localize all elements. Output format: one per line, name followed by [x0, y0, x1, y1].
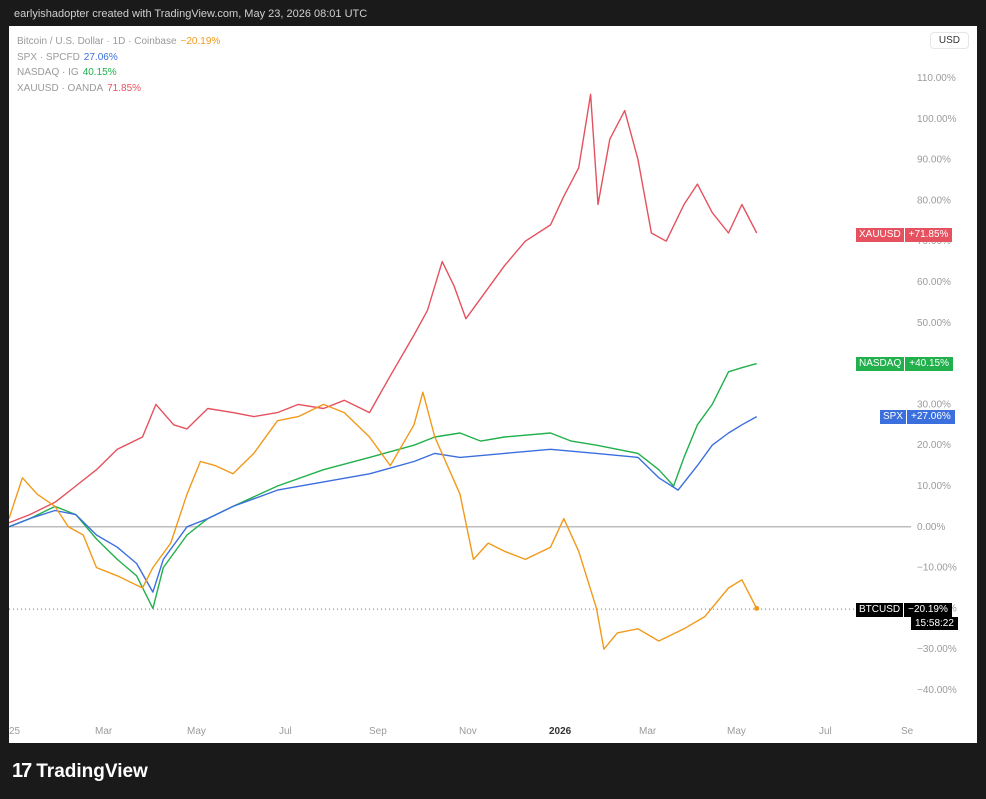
- tag-name: NASDAQ: [856, 357, 905, 371]
- legend-name: SPX · SPCFD: [17, 51, 80, 63]
- y-tick-label: 20.00%: [917, 440, 951, 451]
- tag-name: BTCUSD: [856, 603, 904, 617]
- tag-value: −20.19%: [904, 603, 952, 617]
- x-tick-label: Se: [901, 726, 914, 737]
- btc-price-tag: BTCUSD −20.19%: [856, 603, 952, 617]
- x-tick-label: Mar: [95, 726, 113, 737]
- x-tick-label: May: [727, 726, 746, 737]
- legend-item-nasdaq[interactable]: NASDAQ · IG 40.15%: [17, 65, 220, 81]
- x-tick-label: 25: [9, 726, 21, 737]
- legend-item-xauusd[interactable]: XAUUSD · OANDA 71.85%: [17, 81, 220, 97]
- chart-panel[interactable]: 110.00%100.00%90.00%80.00%70.00%60.00%50…: [9, 26, 977, 743]
- y-tick-label: 100.00%: [917, 114, 957, 125]
- y-tick-label: 80.00%: [917, 195, 951, 206]
- y-tick-label: 60.00%: [917, 277, 951, 288]
- x-tick-label: 2026: [549, 726, 572, 737]
- legend-name: Bitcoin / U.S. Dollar · 1D · Coinbase: [17, 36, 177, 47]
- legend: Bitcoin / U.S. Dollar · 1D · Coinbase −20…: [17, 34, 220, 96]
- x-tick-label: Jul: [819, 726, 832, 737]
- tag-name: SPX: [880, 410, 907, 424]
- y-tick-label: 110.00%: [917, 73, 956, 84]
- x-tick-label: Mar: [639, 726, 657, 737]
- btc-last-point: [754, 605, 760, 611]
- legend-value: 27.06%: [83, 51, 118, 63]
- tag-value: +71.85%: [904, 228, 953, 242]
- y-tick-label: 10.00%: [917, 481, 951, 492]
- attribution-text: earlyishadopter created with TradingView…: [14, 8, 368, 20]
- legend-value: −20.19%: [180, 36, 221, 47]
- xauusd-price-tag: XAUUSD +71.85%: [856, 228, 953, 242]
- currency-button[interactable]: USD: [929, 32, 969, 49]
- tag-name: XAUUSD: [856, 228, 904, 242]
- series-line-spx: [9, 415, 758, 593]
- tradingview-brand: 17 TradingView: [12, 760, 148, 783]
- legend-value: 71.85%: [107, 82, 142, 94]
- brand-name: TradingView: [36, 760, 148, 782]
- legend-name: XAUUSD · OANDA: [17, 82, 104, 94]
- legend-name: NASDAQ · IG: [17, 67, 79, 78]
- x-tick-label: Jul: [279, 726, 292, 737]
- tag-value: +40.15%: [905, 357, 953, 371]
- x-tick-label: May: [187, 726, 206, 737]
- y-tick-label: 50.00%: [917, 318, 951, 329]
- bar-countdown: 15:58:22: [911, 617, 958, 630]
- tag-value: +27.06%: [907, 410, 955, 424]
- y-tick-label: −40.00%: [917, 685, 957, 696]
- series-line-btcusd: [9, 391, 758, 650]
- spx-price-tag: SPX +27.06%: [880, 410, 955, 424]
- tradingview-logo-icon: 17: [12, 760, 32, 782]
- x-tick-label: Sep: [369, 726, 387, 737]
- y-tick-label: 0.00%: [917, 522, 945, 533]
- series-line-xauusd: [9, 93, 758, 524]
- y-tick-label: −10.00%: [917, 563, 957, 574]
- y-tick-label: 90.00%: [917, 155, 951, 166]
- attribution-bar: earlyishadopter created with TradingView…: [0, 0, 986, 26]
- x-tick-label: Nov: [459, 726, 477, 737]
- series-line-nasdaq: [9, 362, 757, 610]
- y-tick-label: 30.00%: [917, 399, 951, 410]
- legend-item-spx[interactable]: SPX · SPCFD 27.06%: [17, 50, 220, 66]
- nasdaq-price-tag: NASDAQ +40.15%: [856, 357, 953, 371]
- legend-value: 40.15%: [82, 67, 117, 78]
- y-tick-label: −30.00%: [917, 644, 957, 655]
- chart-canvas[interactable]: 110.00%100.00%90.00%80.00%70.00%60.00%50…: [9, 26, 977, 743]
- legend-item-btc[interactable]: Bitcoin / U.S. Dollar · 1D · Coinbase −20…: [17, 34, 220, 50]
